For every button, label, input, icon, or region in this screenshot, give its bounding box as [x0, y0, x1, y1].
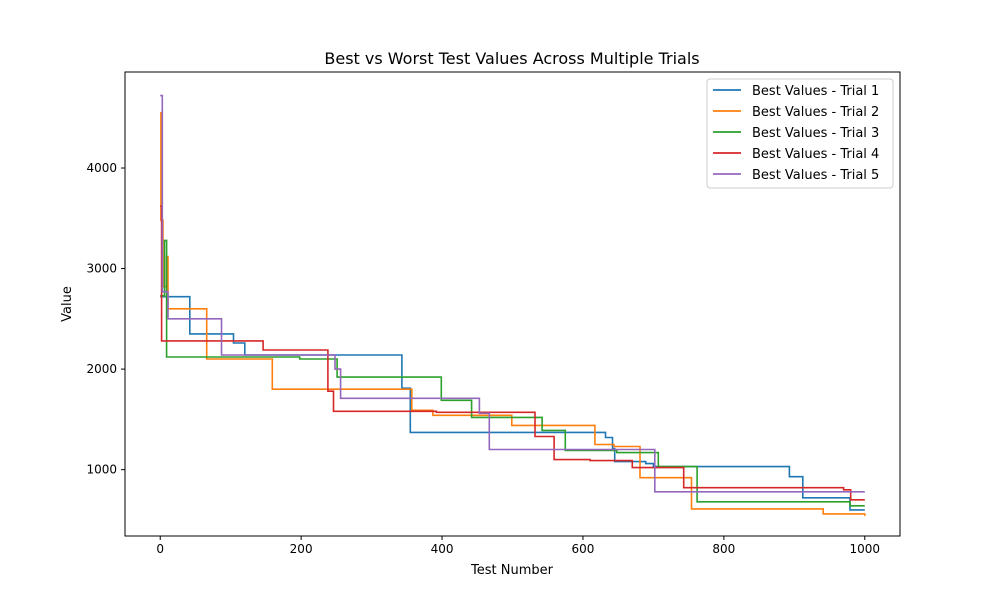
x-tick-label: 400 [431, 542, 454, 556]
series-line-trial-5 [160, 94, 865, 493]
plot-lines [160, 94, 866, 516]
y-tick-label: 3000 [86, 262, 117, 276]
x-tick-label: 0 [156, 542, 164, 556]
y-axis: 1000 2000 3000 4000 [86, 161, 125, 477]
chart-title: Best vs Worst Test Values Across Multipl… [324, 49, 699, 68]
series-line-trial-3 [160, 239, 865, 507]
legend-label-trial-1: Best Values - Trial 1 [752, 84, 879, 99]
x-tick-label: 200 [290, 542, 313, 556]
plot-area-frame [124, 71, 901, 537]
legend-label-trial-4: Best Values - Trial 4 [752, 147, 879, 162]
x-tick-label: 1000 [849, 542, 880, 556]
legend-frame [706, 78, 894, 189]
legend-label-trial-3: Best Values - Trial 3 [752, 126, 879, 141]
y-tick-label: 4000 [86, 161, 117, 175]
legend: Best Values - Trial 1 Best Values - Trial… [706, 78, 894, 189]
series-line-trial-1 [160, 295, 865, 511]
y-axis-label: Value [60, 286, 75, 322]
x-tick-label: 600 [572, 542, 595, 556]
legend-label-trial-2: Best Values - Trial 2 [752, 105, 879, 120]
series-line-trial-4 [160, 205, 865, 501]
y-tick-label: 1000 [86, 463, 117, 477]
x-tick-label: 800 [712, 542, 735, 556]
legend-label-trial-5: Best Values - Trial 5 [752, 168, 879, 183]
x-axis: 0 200 400 600 800 1000 [156, 536, 880, 556]
x-axis-label: Test Number [470, 563, 554, 578]
y-tick-label: 2000 [86, 362, 117, 376]
